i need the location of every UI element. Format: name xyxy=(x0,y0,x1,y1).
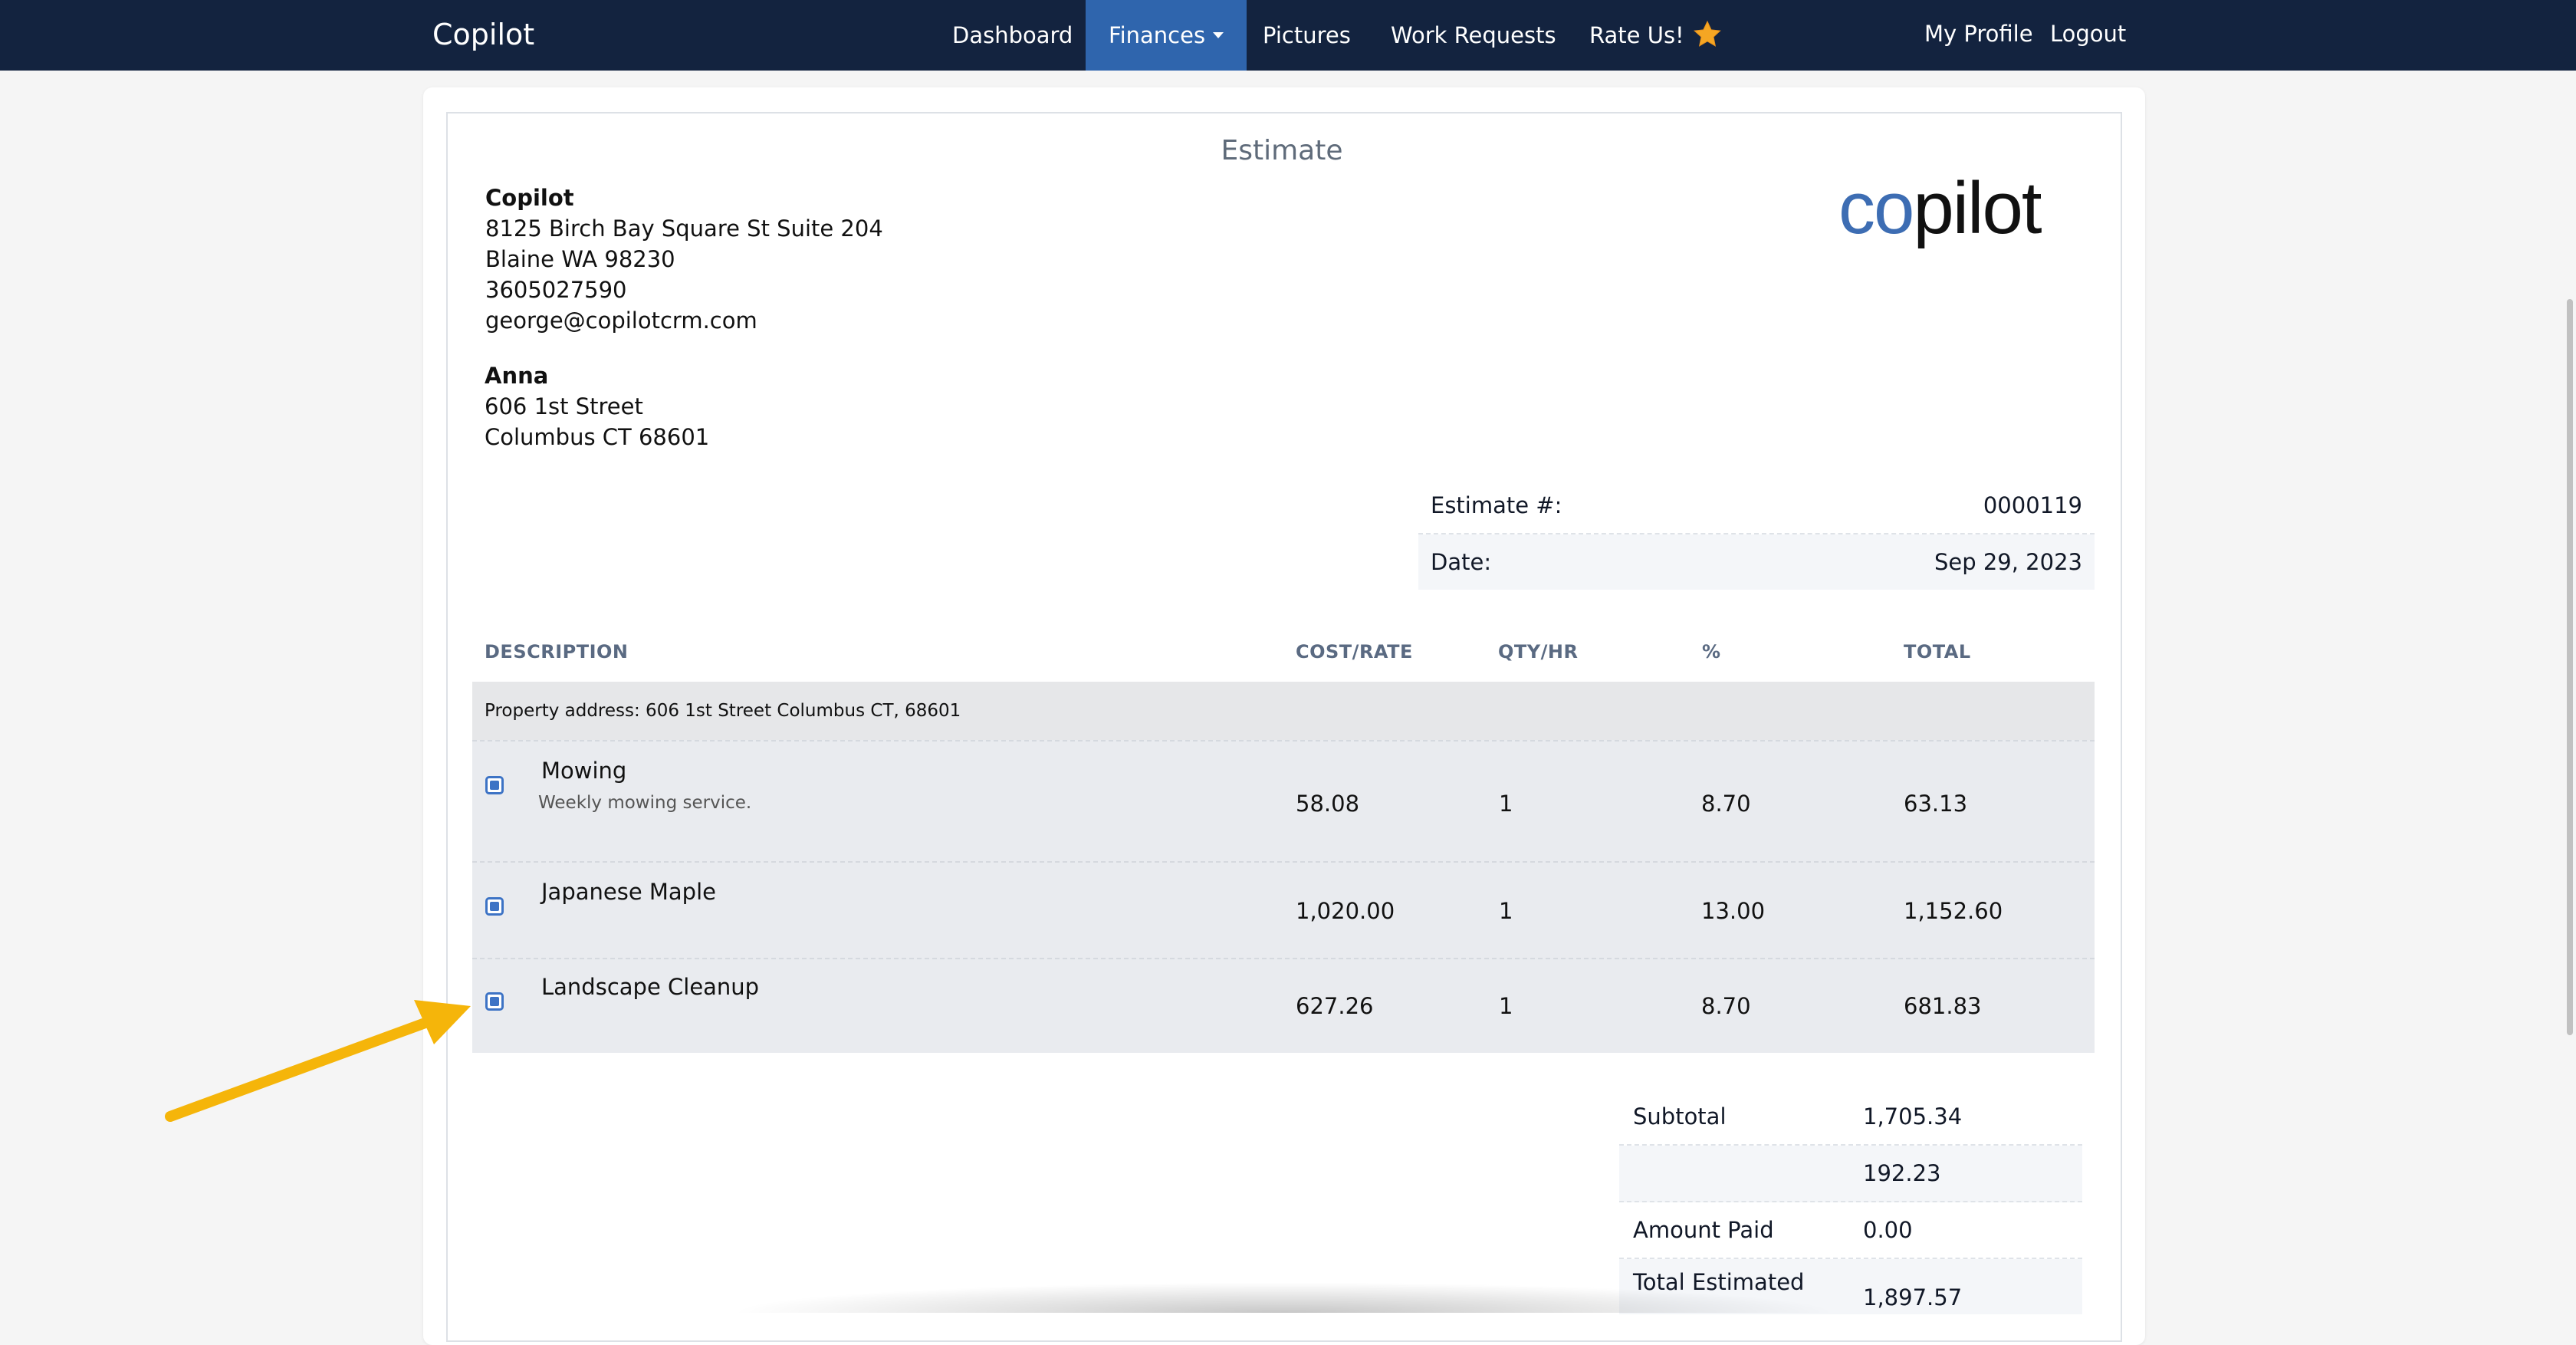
amount-paid-row: Amount Paid 0.00 xyxy=(1619,1202,2082,1259)
item-qty: 1 xyxy=(1499,791,1513,817)
amount-paid-value: 0.00 xyxy=(1863,1217,1913,1243)
customer-address-line2: Columbus CT 68601 xyxy=(485,424,710,450)
estimate-number: 0000119 xyxy=(1983,492,2082,518)
nav-my-profile[interactable]: My Profile xyxy=(1924,21,2033,47)
item-total: 1,152.60 xyxy=(1904,898,2003,924)
nav-dashboard[interactable]: Dashboard xyxy=(952,22,1073,48)
col-header-percent: % xyxy=(1702,641,1721,663)
item-cost: 1,020.00 xyxy=(1296,898,1395,924)
company-address: Copilot 8125 Birch Bay Square St Suite 2… xyxy=(485,183,883,336)
company-address-line2: Blaine WA 98230 xyxy=(485,246,675,272)
tax-row: 192.23 xyxy=(1619,1146,2082,1202)
col-header-total: TOTAL xyxy=(1904,641,1971,663)
item-checkbox[interactable] xyxy=(485,897,504,916)
table-row xyxy=(472,861,2095,959)
total-estimated-value: 1,897.57 xyxy=(1863,1284,1963,1310)
company-email: george@copilotcrm.com xyxy=(485,307,757,334)
nav-finances[interactable]: Finances xyxy=(1086,0,1247,71)
company-logo: copilot xyxy=(1838,173,2043,249)
subtotal-row: Subtotal 1,705.34 xyxy=(1619,1089,2082,1146)
item-checkbox[interactable] xyxy=(485,992,504,1011)
amount-paid-label: Amount Paid xyxy=(1633,1217,1774,1243)
estimate-date-label: Date: xyxy=(1431,549,1492,575)
property-address-row xyxy=(472,682,2095,740)
estimate-date-row: Date: Sep 29, 2023 xyxy=(1418,534,2095,590)
item-percent: 8.70 xyxy=(1701,993,1751,1019)
item-percent: 13.00 xyxy=(1701,898,1766,924)
company-address-line1: 8125 Birch Bay Square St Suite 204 xyxy=(485,215,883,242)
item-total: 681.83 xyxy=(1904,993,1982,1019)
customer-address: Anna 606 1st Street Columbus CT 68601 xyxy=(485,360,709,452)
table-row xyxy=(472,958,2095,1053)
total-estimated-label: Total Estimated xyxy=(1633,1255,1804,1310)
bottom-shadow xyxy=(728,1282,1840,1313)
item-checkbox[interactable] xyxy=(485,776,504,794)
page-scrollbar[interactable] xyxy=(2567,299,2573,1035)
svg-text:copilot: copilot xyxy=(1838,173,2042,249)
col-header-qty: QTY/HR xyxy=(1498,641,1579,663)
tax-value: 192.23 xyxy=(1863,1160,1941,1186)
page-title: Estimate xyxy=(1221,135,1343,166)
item-total: 63.13 xyxy=(1904,791,1968,817)
estimate-number-row: Estimate #: 0000119 xyxy=(1418,478,2095,534)
top-navbar: Copilot Dashboard Finances Pictures Work… xyxy=(0,0,2576,71)
estimate-number-label: Estimate #: xyxy=(1431,492,1562,518)
total-estimated-row: Total Estimated 1,897.57 xyxy=(1619,1259,2082,1314)
item-name: Japanese Maple xyxy=(541,879,716,905)
nav-rate-us-label: Rate Us! xyxy=(1589,22,1684,48)
nav-logout[interactable]: Logout xyxy=(2050,21,2127,47)
item-name: Mowing xyxy=(541,758,627,784)
customer-name: Anna xyxy=(485,363,549,389)
item-qty: 1 xyxy=(1499,993,1513,1019)
subtotal-value: 1,705.34 xyxy=(1863,1103,1963,1130)
company-phone: 3605027590 xyxy=(485,277,627,303)
chevron-down-icon xyxy=(1213,32,1224,38)
item-cost: 58.08 xyxy=(1296,791,1360,817)
item-description: Weekly mowing service. xyxy=(538,793,752,813)
table-row xyxy=(472,740,2095,863)
estimate-date: Sep 29, 2023 xyxy=(1934,549,2082,575)
item-cost: 627.26 xyxy=(1296,993,1374,1019)
nav-pictures[interactable]: Pictures xyxy=(1263,22,1351,48)
nav-rate-us[interactable]: Rate Us! xyxy=(1589,0,1723,71)
item-qty: 1 xyxy=(1499,898,1513,924)
brand-link[interactable]: Copilot xyxy=(432,18,535,51)
nav-work-requests[interactable]: Work Requests xyxy=(1391,22,1556,48)
col-header-description: DESCRIPTION xyxy=(485,641,629,663)
col-header-cost: COST/RATE xyxy=(1296,641,1413,663)
nav-finances-label: Finances xyxy=(1109,22,1206,48)
annotation-arrow-icon xyxy=(165,1000,471,1122)
item-percent: 8.70 xyxy=(1701,791,1751,817)
item-name: Landscape Cleanup xyxy=(541,974,760,1000)
company-name: Copilot xyxy=(485,185,574,211)
property-address: Property address: 606 1st Street Columbu… xyxy=(485,701,961,721)
star-icon xyxy=(1693,20,1721,47)
subtotal-label: Subtotal xyxy=(1633,1103,1727,1130)
customer-address-line1: 606 1st Street xyxy=(485,393,643,419)
